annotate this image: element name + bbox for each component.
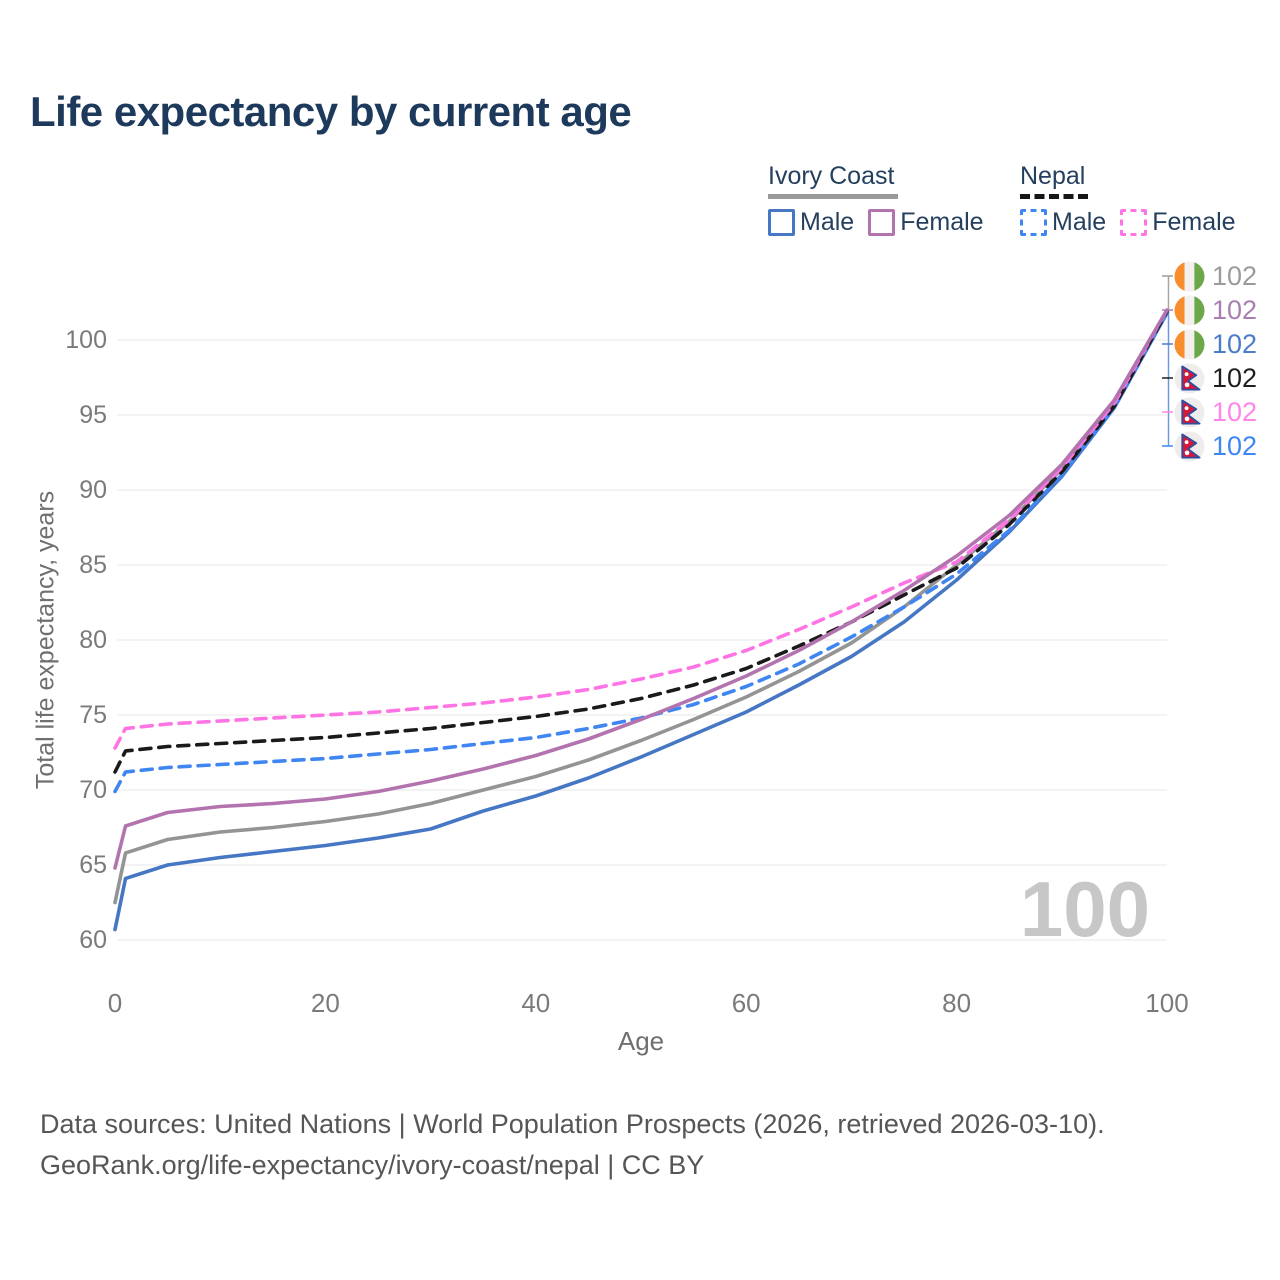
y-tick-label: 85 <box>79 551 107 579</box>
x-tick-label: 40 <box>521 988 551 1018</box>
dashed-line-sample-icon <box>1020 194 1088 199</box>
x-tick-label: 0 <box>107 988 123 1018</box>
series-line-civ-male <box>113 311 1169 932</box>
legend-item-label: Male <box>800 208 855 236</box>
legend-group-ivory-coast: Ivory Coast Male Female <box>768 162 984 237</box>
series-line-civ-female <box>113 308 1169 870</box>
series-end-label: 102 <box>1174 328 1257 360</box>
series-line-npl-male <box>113 311 1169 794</box>
ivory-coast-flag-icon <box>1174 328 1205 360</box>
x-axis-title: Age <box>617 1026 665 1056</box>
age-watermark: 100 <box>1019 865 1150 953</box>
series-end-label: 102 <box>1174 430 1257 462</box>
attribution-text: GeoRank.org/life-expectancy/ivory-coast/… <box>40 1150 705 1180</box>
legend-item-label: Male <box>1052 208 1107 236</box>
y-tick-label: 70 <box>79 776 107 804</box>
legend-country-label: Ivory Coast <box>768 162 895 190</box>
y-tick-label: 60 <box>79 926 107 954</box>
y-tick-label: 80 <box>79 626 107 654</box>
nepal-flag-icon <box>1174 362 1205 394</box>
legend-item-nepal-female[interactable]: Female <box>1120 208 1236 237</box>
legend-item-ivory-coast-female[interactable]: Female <box>868 208 984 237</box>
end-value: 102 <box>1212 328 1258 359</box>
x-tick-label: 100 <box>1145 988 1189 1018</box>
ivory-coast-flag-icon <box>1174 294 1205 326</box>
solid-line-sample-icon <box>768 194 898 199</box>
y-tick-label: 90 <box>79 476 107 504</box>
series-end-label: 102 <box>1174 396 1257 428</box>
series-end-label: 102 <box>1174 260 1257 292</box>
legend-country-label: Nepal <box>1020 162 1086 190</box>
y-tick-label: 95 <box>79 401 107 429</box>
nepal-flag-icon <box>1174 396 1205 428</box>
page-title: Life expectancy by current age <box>30 88 632 135</box>
legend-item-label: Female <box>1152 208 1236 236</box>
series-line-civ-total <box>113 309 1169 905</box>
data-sources-text: Data sources: United Nations | World Pop… <box>40 1109 1105 1139</box>
footer: Data sources: United Nations | World Pop… <box>40 1104 1105 1186</box>
x-tick-label: 80 <box>942 988 972 1018</box>
legend-item-label: Female <box>900 208 984 236</box>
solid-swatch-icon <box>868 209 896 236</box>
x-tick-label: 20 <box>310 988 340 1018</box>
ivory-coast-flag-icon <box>1174 260 1205 292</box>
legend-group-nepal: Nepal Male Female <box>1020 162 1236 237</box>
end-value: 102 <box>1212 260 1258 291</box>
solid-swatch-icon <box>768 209 795 236</box>
legend-item-nepal-male[interactable]: Male <box>1020 208 1106 237</box>
x-tick-label: 60 <box>731 988 761 1018</box>
series-end-label: 102 <box>1174 362 1257 394</box>
nepal-flag-icon <box>1174 430 1205 462</box>
y-tick-label: 65 <box>79 851 107 879</box>
legend-item-ivory-coast-male[interactable]: Male <box>768 208 854 237</box>
y-tick-label: 100 <box>65 326 107 354</box>
dashed-swatch-icon <box>1120 209 1148 236</box>
series-line-npl-female <box>113 308 1169 750</box>
series-line-npl-total <box>113 309 1169 774</box>
end-value: 102 <box>1212 294 1258 325</box>
end-value: 102 <box>1212 430 1258 461</box>
end-value: 102 <box>1212 396 1258 427</box>
y-tick-label: 75 <box>79 701 107 729</box>
dashed-swatch-icon <box>1020 209 1047 236</box>
series-end-label: 102 <box>1174 294 1257 326</box>
end-value: 102 <box>1212 362 1258 393</box>
